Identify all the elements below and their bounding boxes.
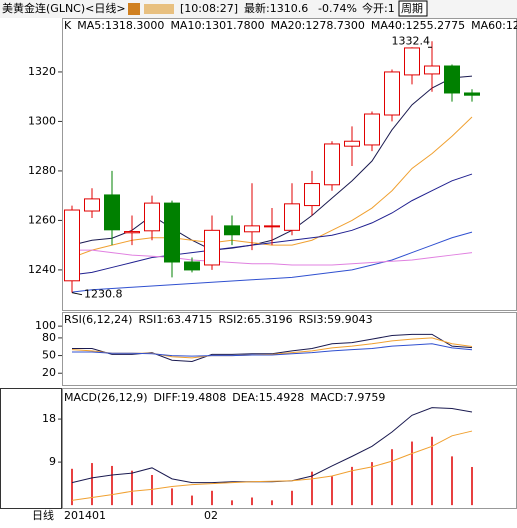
logo	[128, 3, 140, 15]
left-box	[0, 388, 62, 509]
y-tick-label: 9	[49, 455, 56, 468]
candle-body	[164, 202, 180, 263]
legend-entry: DIFF:19.4808	[154, 391, 227, 404]
candle-body	[324, 143, 340, 186]
legend-entry: K	[64, 19, 72, 32]
y-tick-label: 1320	[28, 65, 56, 78]
candle-body	[464, 92, 480, 96]
candle-body	[124, 231, 140, 234]
series-line	[71, 430, 473, 501]
panel-frame	[62, 18, 517, 311]
legend-entry: MA40:1255.2775	[371, 19, 465, 32]
candle-body	[344, 140, 360, 147]
candle-body	[64, 209, 80, 282]
y-tick-label: 20	[42, 366, 56, 379]
x-tick-label: 02	[204, 509, 218, 522]
y-tick-label: 1300	[28, 114, 56, 127]
candle-body	[84, 198, 100, 212]
period-label[interactable]: 周期	[401, 2, 423, 15]
legend-entry: MA20:1278.7300	[271, 19, 365, 32]
candle-body	[184, 261, 200, 271]
y-tick-label: 1280	[28, 164, 56, 177]
y-tick-label: 80	[42, 331, 56, 344]
candle-body	[264, 225, 280, 228]
legend-entry: MA5:1318.3000	[77, 19, 164, 32]
legend-entry: RSI1:63.4715	[138, 313, 212, 326]
y-tick-label: 1260	[28, 213, 56, 226]
candle-body	[404, 47, 420, 76]
legend-entry: MA60:12	[471, 19, 517, 32]
y-tick-label: 1240	[28, 263, 56, 276]
x-tick-label: 201401	[64, 509, 106, 522]
candle-body	[224, 225, 240, 236]
legend-entry: MACD:7.9759	[310, 391, 385, 404]
candle-body	[444, 65, 460, 94]
legend-entry: RSI(6,12,24)	[64, 313, 132, 326]
header-title: 美黄金连(GLNC)<日线>	[2, 1, 126, 15]
candle-body	[204, 229, 220, 266]
legend-entry: MA10:1301.7800	[170, 19, 264, 32]
y-tick-label: 18	[42, 412, 56, 425]
y-tick-label: 100	[35, 319, 56, 332]
annotation: 1332.4	[392, 34, 431, 47]
series-line	[72, 343, 473, 357]
logo-text	[144, 4, 174, 14]
panel-frame	[62, 388, 517, 509]
footer-label: 日线	[32, 508, 54, 522]
header-open: 今开:1	[362, 1, 395, 15]
series-line	[71, 231, 473, 293]
header-latest: 最新:1310.6	[244, 1, 308, 15]
header-change: -0.74%	[318, 2, 357, 15]
period-button[interactable]	[398, 0, 428, 17]
candle-body	[284, 203, 300, 231]
legend-entry: DEA:15.4928	[232, 391, 304, 404]
candle-body	[244, 225, 260, 233]
legend-entry: RSI2:65.3196	[219, 313, 293, 326]
candle-body	[144, 202, 160, 232]
series-line	[72, 249, 473, 266]
candle-body	[384, 71, 400, 116]
annotation: 1230.8	[84, 288, 123, 301]
legend-entry: MACD(26,12,9)	[64, 391, 148, 404]
annotation-arrow	[71, 292, 83, 296]
candle-body	[304, 183, 320, 207]
candle-body	[364, 113, 380, 146]
candle-body	[104, 194, 120, 231]
legend-entry: RSI3:59.9043	[299, 313, 373, 326]
candle-body	[424, 65, 440, 75]
header-time: [10:08:27]	[180, 2, 238, 15]
series-line	[72, 333, 473, 362]
y-tick-label: 50	[42, 349, 56, 362]
